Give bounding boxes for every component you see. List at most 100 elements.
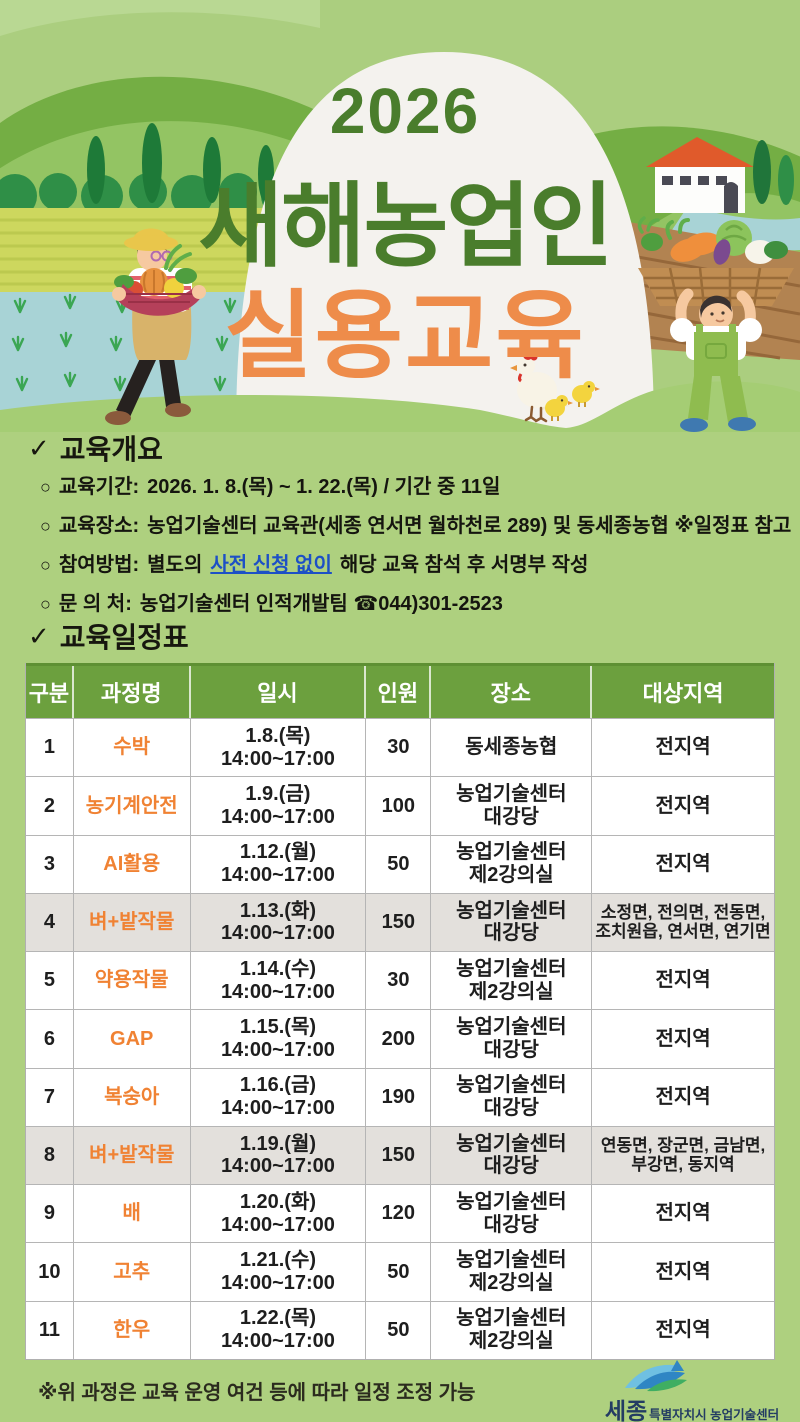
cell-target-region: 전지역 (592, 1243, 774, 1300)
cell-target-region: 전지역 (592, 1302, 774, 1359)
no-advance-registration-link[interactable]: 사전 신청 없이 (210, 554, 332, 576)
overview-item-text: 농업기술센터 인적개발팀 ☎044)301-2523 (139, 593, 503, 615)
cell-people-count: 30 (366, 952, 432, 1010)
cell-datetime: 1.12.(월) 14:00~17:00 (191, 835, 367, 893)
cell-target-region: 전지역 (592, 952, 774, 1009)
table-row: 4 벼+밭작물 1.13.(화) 14:00~17:00 150 농업기술센터 대강당 소정면… (26, 892, 774, 952)
cell-place: 농업기술센터 대강당 (431, 1010, 593, 1068)
date-line: 1.9.(금) (245, 783, 311, 806)
column-header-5: 장소 (431, 666, 593, 718)
overview-heading: ✓ 교육개요 (28, 428, 163, 468)
wings-logo-icon (625, 1360, 687, 1392)
cell-no: 3 (26, 835, 74, 893)
table-row: 1 수박 1.8.(목) 14:00~17:00 30 동세종농협 전지역 (26, 718, 774, 777)
cell-course-name: 복숭아 (74, 1068, 191, 1126)
place-line: 농업기술센터 (456, 957, 567, 980)
cell-datetime: 1.20.(화) 14:00~17:00 (191, 1185, 367, 1243)
cell-course-name: 수박 (74, 719, 191, 777)
table-row: 2 농기계안전 1.9.(금) 14:00~17:00 100 농업기술센터 대강당 전지역 (26, 776, 774, 835)
logo-suffix: 특별자치시 농업기술센터 (649, 1408, 780, 1422)
cell-course-name: 농기계안전 (74, 777, 191, 835)
cell-datetime: 1.8.(목) 14:00~17:00 (191, 719, 367, 777)
overview-item-contact: ○ 문 의 처: 농업기술센터 인적개발팀 ☎044)301-2523 (40, 587, 791, 616)
table-row: 3 AI활용 1.12.(월) 14:00~17:00 50 농업기술센터 제2강의실 전지역 (26, 834, 774, 893)
cell-target-region: 소정면, 전의면, 전동면, 조치원읍, 연서면, 연기면 (592, 894, 774, 951)
cell-target-region: 연동면, 장군면, 금남면, 부강면, 동지역 (592, 1127, 774, 1184)
time-line: 14:00~17:00 (220, 980, 335, 1003)
cell-people-count: 200 (366, 1010, 432, 1068)
date-line: 1.12.(월) (239, 841, 317, 864)
date-line: 1.15.(목) (239, 1016, 317, 1039)
cell-datetime: 1.9.(금) 14:00~17:00 (191, 777, 367, 835)
cell-place: 농업기술센터 대강당 (431, 777, 593, 835)
cell-target-region: 전지역 (592, 1010, 774, 1067)
place-line: 대강당 (483, 1097, 539, 1120)
time-line: 14:00~17:00 (220, 1272, 335, 1295)
region-line: 소정면, 전의면, 전동면, (600, 903, 766, 923)
time-line: 14:00~17:00 (220, 922, 335, 945)
cell-datetime: 1.14.(수) 14:00~17:00 (191, 952, 367, 1010)
farm-illustration (0, 0, 800, 432)
schedule-heading: ✓ 교육일정표 (28, 616, 189, 656)
cell-course-name: 벼+밭작물 (74, 1126, 191, 1185)
place-line: 제2강의실 (468, 1330, 554, 1353)
place-line: 제2강의실 (468, 980, 554, 1003)
table-row: 10 고추 1.21.(수) 14:00~17:00 50 농업기술센터 제2강의실 전지역 (26, 1242, 774, 1301)
cell-place: 농업기술센터 대강당 (431, 893, 593, 952)
schedule-table: 구분 과정명 일시 인원 장소 대상지역 1 수박 1.8.(목) 14:00~17:00 30 동… (25, 663, 775, 1360)
overview-item-post: 해당 교육 참석 후 서명부 작성 (339, 554, 589, 576)
region-line: 전지역 (655, 1085, 711, 1108)
overview-item-label: 문 의 처: (58, 593, 132, 615)
cell-datetime: 1.13.(화) 14:00~17:00 (191, 893, 367, 952)
time-line: 14:00~17:00 (220, 1213, 335, 1236)
date-line: 1.8.(목) (245, 724, 311, 747)
check-icon: ✓ (28, 432, 50, 463)
cell-target-region: 전지역 (592, 1185, 774, 1242)
poster-title-line1: 새해농업인 (198, 176, 613, 278)
time-line: 14:00~17:00 (220, 1155, 335, 1178)
place-line: 농업기술센터 (456, 899, 567, 922)
region-line: 조치원읍, 연서면, 연기면 (595, 922, 771, 942)
cell-course-name: 약용작물 (74, 952, 191, 1010)
check-icon: ✓ (28, 620, 50, 651)
column-header-2: 과정명 (74, 666, 191, 718)
time-line: 14:00~17:00 (220, 747, 335, 770)
region-line: 전지역 (655, 1260, 711, 1283)
cell-people-count: 150 (366, 1126, 432, 1185)
time-line: 14:00~17:00 (220, 1097, 335, 1120)
place-line: 농업기술센터 (456, 1249, 567, 1272)
cell-course-name: 배 (74, 1185, 191, 1243)
place-line: 농업기술센터 (456, 841, 567, 864)
logo-name: 세종 (604, 1398, 648, 1422)
bullet-icon: ○ (40, 516, 51, 536)
cell-datetime: 1.16.(금) 14:00~17:00 (191, 1068, 367, 1126)
cell-people-count: 50 (366, 1243, 432, 1301)
cell-place: 농업기술센터 제2강의실 (431, 1301, 593, 1359)
table-row: 6 GAP 1.15.(목) 14:00~17:00 200 농업기술센터 대강당 전지역 (26, 1009, 774, 1068)
cell-course-name: GAP (74, 1010, 191, 1068)
cell-place: 농업기술센터 제2강의실 (431, 835, 593, 893)
sky-band (0, 0, 320, 36)
overview-item-text: 농업기술센터 교육관(세종 연서면 월하천로 289) 및 동세종농협 ※일정표… (147, 515, 792, 537)
cell-no: 7 (26, 1068, 74, 1126)
region-line: 전지역 (655, 1202, 711, 1225)
cypress-trees-right (753, 140, 794, 205)
cell-place: 농업기술센터 대강당 (431, 1126, 593, 1185)
table-row: 5 약용작물 1.14.(수) 14:00~17:00 30 농업기술센터 제2강의실 전지역 (26, 951, 774, 1010)
cell-no: 4 (26, 893, 74, 952)
schedule-note: ※위 과정은 교육 운영 여건 등에 따라 일정 조정 가능 (38, 1382, 476, 1404)
overview-item-label: 교육장소: (58, 515, 140, 537)
foreground-grass (0, 381, 800, 432)
cell-people-count: 120 (366, 1185, 432, 1243)
cell-course-name: AI활용 (74, 835, 191, 893)
cell-course-name: 한우 (74, 1301, 191, 1359)
cell-no: 5 (26, 952, 74, 1010)
column-header-1: 구분 (26, 666, 74, 718)
cell-no: 6 (26, 1010, 74, 1068)
cell-place: 농업기술센터 제2강의실 (431, 1243, 593, 1301)
place-line: 농업기술센터 (456, 1132, 567, 1155)
region-line: 전지역 (655, 969, 711, 992)
house-illustration (646, 137, 754, 213)
place-line: 대강당 (483, 1213, 539, 1236)
cell-no: 9 (26, 1185, 74, 1243)
